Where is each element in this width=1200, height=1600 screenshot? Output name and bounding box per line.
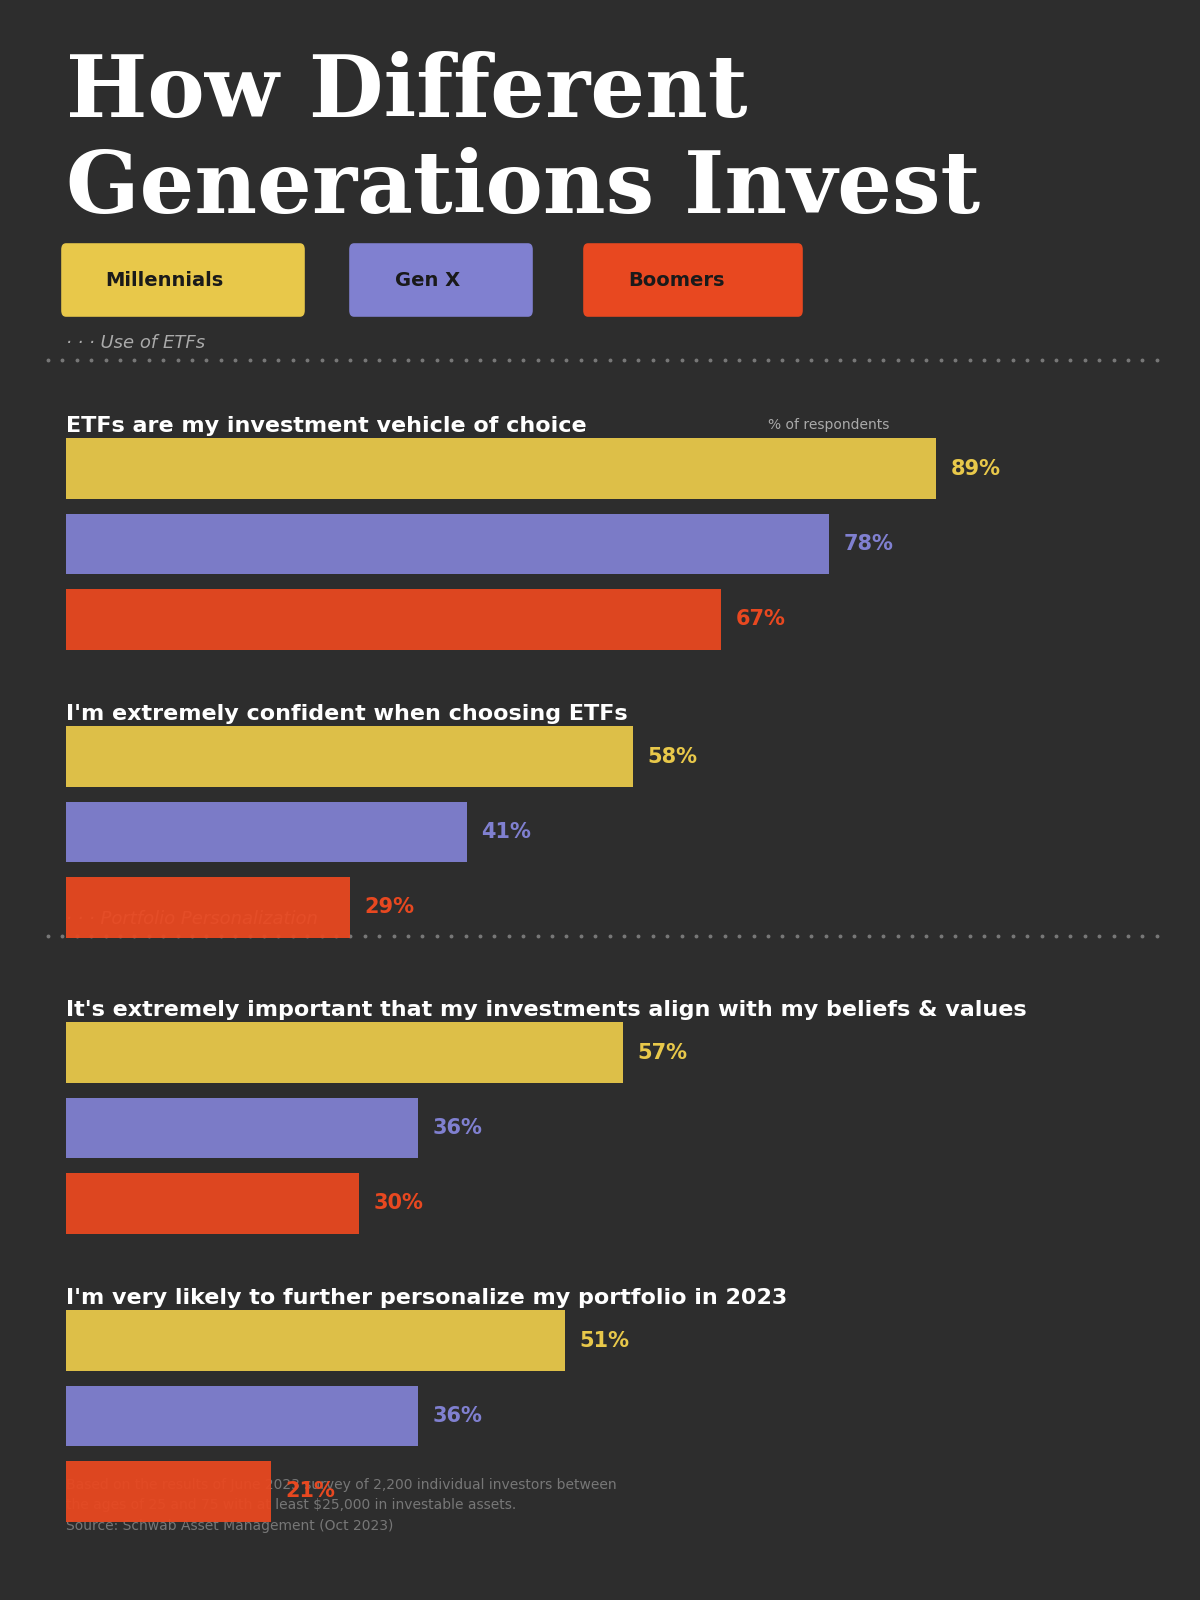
Text: 67%: 67% <box>736 610 786 629</box>
FancyBboxPatch shape <box>66 589 721 650</box>
Text: · · · Portfolio Personalization: · · · Portfolio Personalization <box>66 910 318 928</box>
Text: 58%: 58% <box>648 747 697 766</box>
Text: % of respondents: % of respondents <box>768 418 889 432</box>
FancyBboxPatch shape <box>66 1310 565 1371</box>
FancyBboxPatch shape <box>66 1022 624 1083</box>
Text: Gen X: Gen X <box>395 270 460 290</box>
FancyBboxPatch shape <box>66 802 467 862</box>
Text: 30%: 30% <box>374 1194 424 1213</box>
Text: 57%: 57% <box>638 1043 688 1062</box>
FancyBboxPatch shape <box>61 243 305 317</box>
Text: 78%: 78% <box>844 534 893 554</box>
FancyBboxPatch shape <box>66 1386 418 1446</box>
FancyBboxPatch shape <box>66 438 936 499</box>
Text: · · · Use of ETFs: · · · Use of ETFs <box>66 334 205 352</box>
FancyBboxPatch shape <box>66 1461 271 1522</box>
Text: It's extremely important that my investments align with my beliefs & values: It's extremely important that my investm… <box>66 1000 1027 1021</box>
Text: Based on the results of June 2023 survey of 2,200 individual investors between
t: Based on the results of June 2023 survey… <box>66 1478 617 1533</box>
FancyBboxPatch shape <box>349 243 533 317</box>
Text: Millennials: Millennials <box>106 270 223 290</box>
Text: 21%: 21% <box>286 1482 336 1501</box>
Text: 36%: 36% <box>432 1118 482 1138</box>
Text: ETFs are my investment vehicle of choice: ETFs are my investment vehicle of choice <box>66 416 587 435</box>
FancyBboxPatch shape <box>66 726 634 787</box>
Text: 41%: 41% <box>481 822 532 842</box>
Text: 89%: 89% <box>950 459 1001 478</box>
Text: 36%: 36% <box>432 1406 482 1426</box>
FancyBboxPatch shape <box>66 1173 360 1234</box>
Text: I'm very likely to further personalize my portfolio in 2023: I'm very likely to further personalize m… <box>66 1288 787 1309</box>
Text: 51%: 51% <box>580 1331 629 1350</box>
FancyBboxPatch shape <box>66 877 349 938</box>
Text: Boomers: Boomers <box>628 270 725 290</box>
FancyBboxPatch shape <box>66 514 829 574</box>
FancyBboxPatch shape <box>583 243 803 317</box>
Text: How Different: How Different <box>66 51 748 136</box>
Text: Generations Invest: Generations Invest <box>66 147 980 230</box>
Text: 29%: 29% <box>364 898 414 917</box>
FancyBboxPatch shape <box>66 1098 418 1158</box>
Text: I'm extremely confident when choosing ETFs: I'm extremely confident when choosing ET… <box>66 704 628 723</box>
